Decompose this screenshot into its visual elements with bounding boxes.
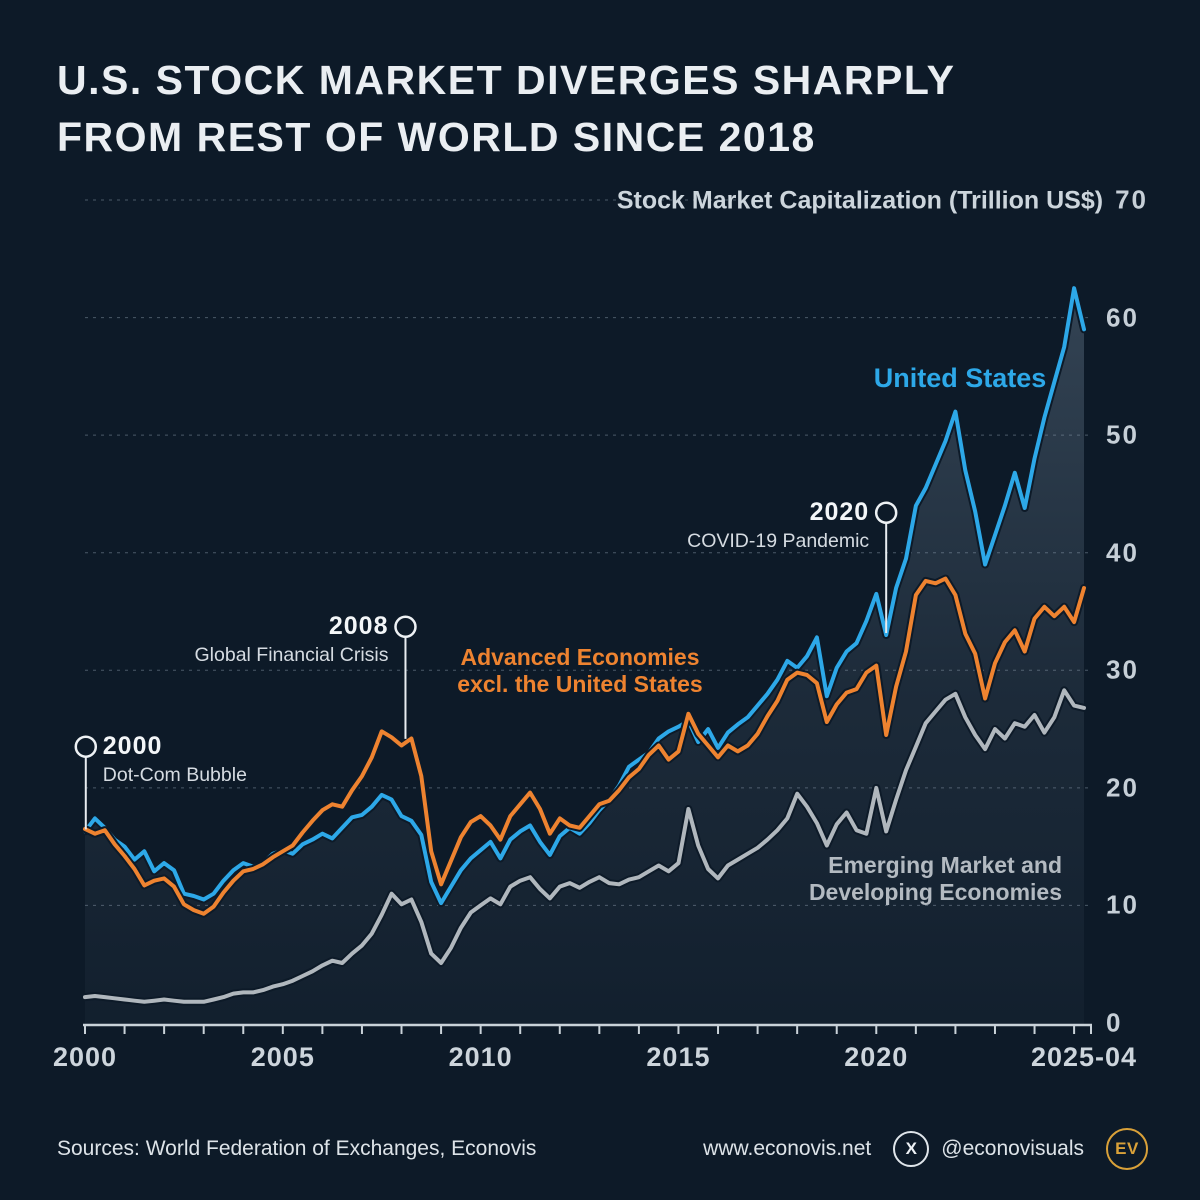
legend-advanced-economies: Advanced Economies excl. the United Stat… <box>440 644 720 698</box>
footer-branding: www.econovis.net X @econovisuals EV <box>703 1128 1148 1170</box>
x-icon-glyph: X <box>905 1139 917 1158</box>
x-tick-label-2020: 2020 <box>844 1042 909 1072</box>
y-tick-label-20: 20 <box>1106 772 1139 803</box>
title-line-1: U.S. STOCK MARKET DIVERGES SHARPLY <box>57 57 956 103</box>
annotation-year: 2008 <box>328 611 389 640</box>
annotation-event: Global Financial Crisis <box>194 643 389 666</box>
x-tick-label-2000: 2000 <box>52 1042 118 1072</box>
website-url: www.econovis.net <box>703 1137 872 1160</box>
annotation-event: COVID-19 Pandemic <box>687 529 870 552</box>
legend-emerging-line2: Developing Economies <box>808 879 1062 906</box>
y-tick-label-40: 40 <box>1106 537 1139 568</box>
econovis-logo-text: EV <box>1115 1139 1139 1158</box>
title-line-2: FROM REST OF WORLD SINCE 2018 <box>57 114 816 160</box>
y-tick-label-10: 10 <box>1106 889 1139 920</box>
y-axis-top-tick: 70 <box>1115 184 1148 215</box>
annotation-marker-2020 <box>874 501 898 524</box>
legend-united-states: United States <box>873 363 1047 393</box>
annotation-covid-pandemic: 2020 COVID-19 Pandemic <box>687 498 869 553</box>
y-axis-title-text: Stock Market Capitalization (Trillion US… <box>616 186 1104 215</box>
x-tick-label-2015: 2015 <box>646 1042 711 1072</box>
sources-note: Sources: World Federation of Exchanges, … <box>57 1137 537 1160</box>
y-tick-label-30: 30 <box>1106 654 1139 685</box>
annotation-financial-crisis: 2008 Global Financial Crisis <box>195 612 389 667</box>
page-title: U.S. STOCK MARKET DIVERGES SHARPLY FROM … <box>57 52 955 166</box>
social-handle: @econovisuals <box>941 1137 1084 1160</box>
y-axis-title: Stock Market Capitalization (Trillion US… <box>617 185 1148 216</box>
legend-advanced-line1: Advanced Economies <box>460 644 700 670</box>
annotation-event: Dot-Com Bubble <box>102 763 247 786</box>
series-line-0 <box>83 688 1086 1004</box>
annotation-year: 2020 <box>809 497 870 526</box>
y-tick-label-50: 50 <box>1106 419 1139 450</box>
x-tick-label-2010: 2010 <box>448 1042 513 1072</box>
x-tick-label-2025-04: 2025-04 <box>1030 1042 1138 1072</box>
legend-advanced-line2: excl. the United States <box>457 671 703 698</box>
annotation-marker-2008 <box>394 615 417 639</box>
x-twitter-icon: X <box>893 1131 930 1167</box>
y-tick-label-60: 60 <box>1106 302 1139 333</box>
econovis-logo: EV <box>1106 1128 1148 1170</box>
annotation-year: 2000 <box>102 731 163 760</box>
legend-emerging-markets: Emerging Market and Developing Economies <box>788 852 1062 906</box>
legend-emerging-line1: Emerging Market and <box>828 852 1062 878</box>
y-tick-label-0: 0 <box>1106 1007 1123 1038</box>
x-tick-label-2005: 2005 <box>250 1042 315 1072</box>
annotation-marker-2000 <box>74 735 98 758</box>
series-line-2 <box>83 576 1086 916</box>
annotation-dotcom-bubble: 2000 Dot-Com Bubble <box>103 732 247 787</box>
